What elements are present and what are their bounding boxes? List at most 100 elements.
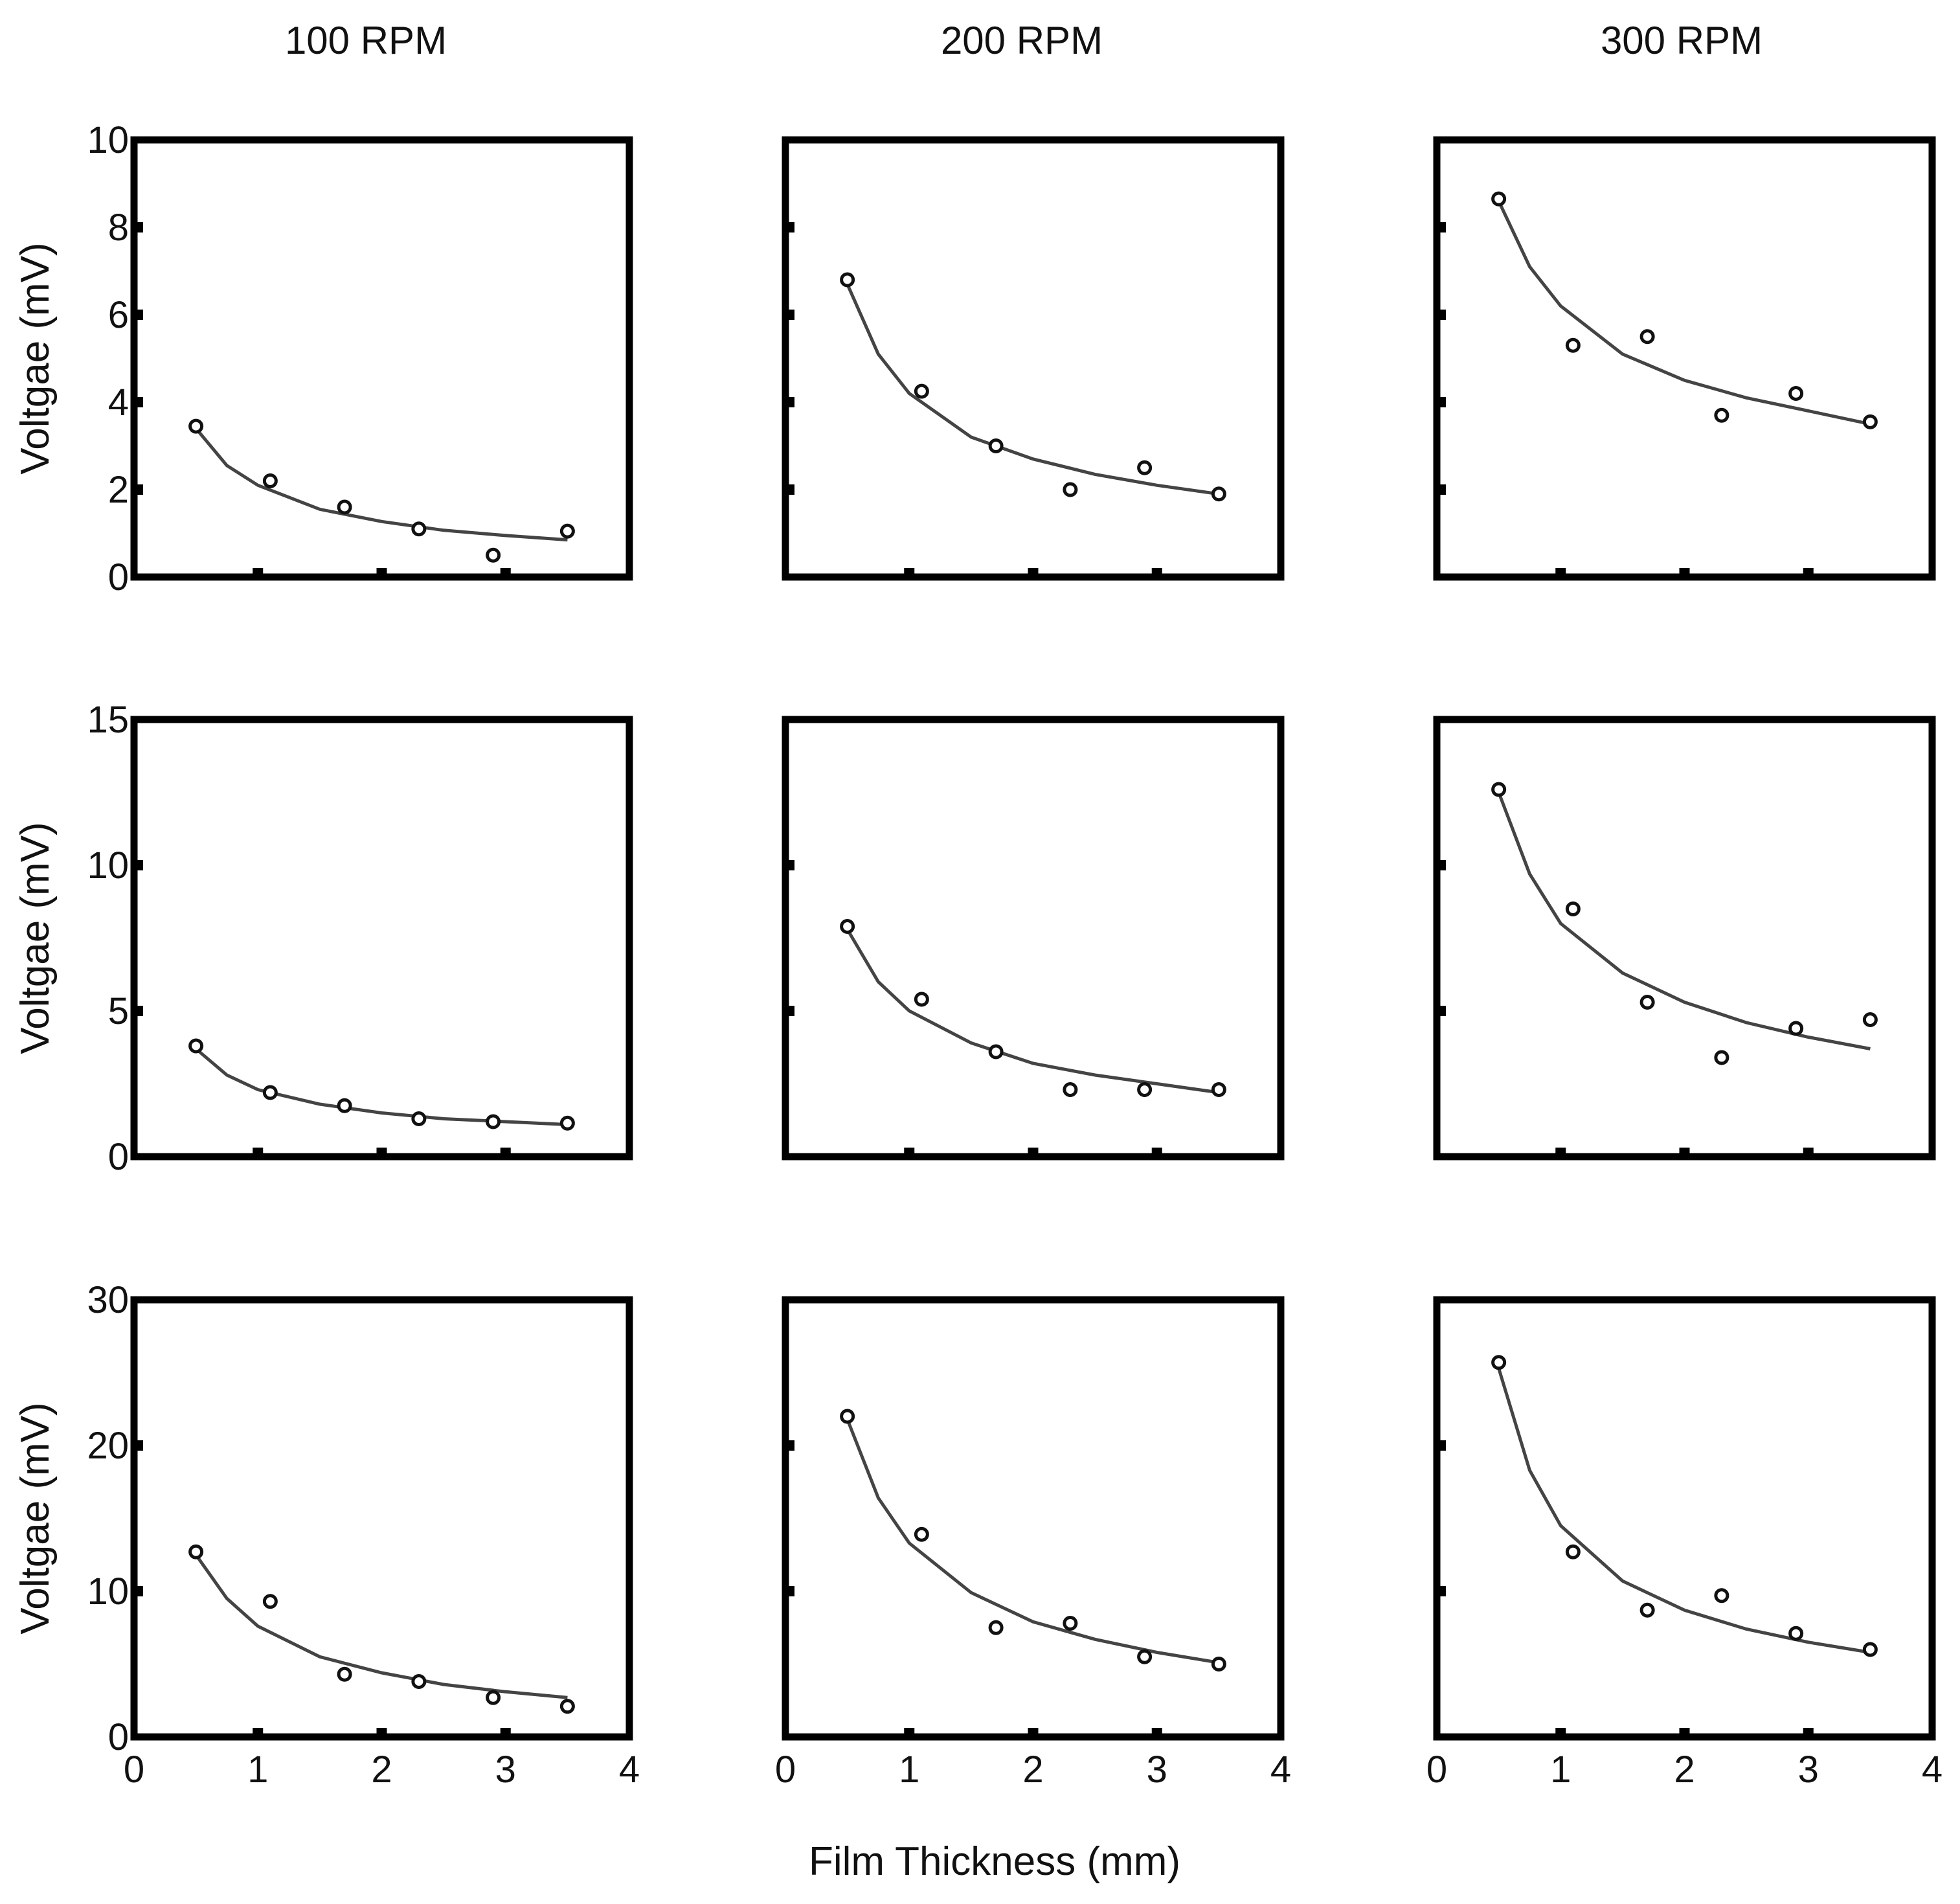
data-point: [337, 1666, 352, 1682]
y-tick-label: 10: [87, 119, 129, 161]
y-tick: [1437, 1440, 1446, 1451]
data-point: [559, 1699, 575, 1714]
y-tick: [785, 484, 794, 495]
fit-curve: [194, 1554, 568, 1699]
x-tick-label: 2: [1022, 1749, 1043, 1791]
y-tick: [134, 484, 143, 495]
x-tick: [500, 568, 511, 577]
data-point: [1565, 337, 1581, 353]
data-point: [988, 1044, 1004, 1060]
y-tick: [134, 860, 143, 870]
data-point: [840, 919, 855, 934]
data-point: [486, 547, 501, 563]
data-point: [559, 523, 575, 539]
fit-curve: [1497, 1368, 1871, 1654]
y-tick-label: 10: [87, 1570, 129, 1613]
x-tick-label: 0: [1426, 1749, 1447, 1791]
data-point: [1714, 407, 1729, 423]
fit-curve: [1497, 791, 1871, 1050]
data-point: [914, 992, 929, 1007]
x-axis-title: Film Thickness (mm): [809, 1839, 1180, 1884]
data-point: [1491, 782, 1507, 797]
x-tick: [376, 1148, 387, 1157]
fit-curve: [846, 1418, 1219, 1664]
data-point: [188, 1038, 204, 1054]
data-point: [337, 1098, 352, 1113]
fit-curve: [194, 427, 568, 542]
data-point: [1211, 1082, 1226, 1097]
panel-frame: [1433, 716, 1936, 1161]
y-tick: [134, 397, 143, 407]
data-point: [411, 1674, 427, 1689]
fit-curve: [846, 283, 1219, 496]
y-tick-label: 30: [87, 1279, 129, 1321]
x-tick: [1679, 568, 1690, 577]
data-point: [1788, 1021, 1804, 1036]
x-tick-label: 3: [1147, 1749, 1167, 1791]
x-tick: [1679, 1148, 1690, 1157]
data-point: [1063, 482, 1078, 497]
data-point: [914, 383, 929, 399]
y-tick: [1437, 860, 1446, 870]
y-tick: [785, 310, 794, 320]
column-title-200-rpm: 200 RPM: [941, 19, 1103, 62]
y-tick-label: 0: [108, 556, 129, 598]
y-axis-title: Voltgae (mV): [13, 242, 58, 474]
x-tick-label: 3: [495, 1749, 516, 1791]
y-tick: [785, 1440, 794, 1451]
data-point: [486, 1114, 501, 1129]
data-point: [1714, 1050, 1729, 1065]
data-point: [1714, 1588, 1729, 1604]
x-tick-label: 2: [371, 1749, 392, 1791]
y-tick: [785, 1586, 794, 1596]
data-point: [1063, 1616, 1078, 1631]
data-point: [840, 272, 855, 288]
column-title-100-rpm: 100 RPM: [285, 19, 447, 62]
x-tick: [1028, 1148, 1039, 1157]
x-tick: [376, 568, 387, 577]
x-tick: [904, 1728, 915, 1737]
panel-r1-c2: [782, 136, 1285, 581]
panel-frame: [782, 136, 1285, 581]
y-tick: [785, 860, 794, 870]
x-tick: [253, 1148, 264, 1157]
x-tick-label: 4: [1922, 1749, 1943, 1791]
x-tick: [1151, 1148, 1162, 1157]
x-tick: [1151, 1728, 1162, 1737]
x-tick: [253, 1728, 264, 1737]
y-tick: [1437, 397, 1446, 407]
x-tick-label: 1: [899, 1749, 919, 1791]
y-tick: [1437, 310, 1446, 320]
y-tick: [134, 310, 143, 320]
y-tick-label: 20: [87, 1425, 129, 1467]
panel-frame: [1433, 136, 1936, 581]
panel-frame: [782, 1296, 1285, 1741]
y-tick-label: 6: [108, 294, 129, 336]
x-tick: [1151, 568, 1162, 577]
y-tick-label: 15: [87, 699, 129, 741]
data-point: [1137, 460, 1153, 475]
x-tick: [1803, 1728, 1814, 1737]
y-tick-label: 0: [108, 1716, 129, 1758]
x-tick: [1555, 568, 1566, 577]
data-point: [1565, 901, 1581, 916]
x-tick: [1028, 1728, 1039, 1737]
data-point: [1788, 1626, 1804, 1641]
panel-r3-c3: 0 1 2 3 4: [1426, 1296, 1943, 1791]
panel-r3-c1: 0 1 2 3 4 0 10 20 30 Voltgae (mV): [13, 1279, 640, 1791]
data-point: [1491, 1355, 1507, 1370]
y-tick: [134, 1440, 143, 1451]
y-tick: [785, 397, 794, 407]
data-point: [1862, 1642, 1878, 1657]
y-tick-label: 0: [108, 1136, 129, 1178]
data-point: [486, 1690, 501, 1705]
x-tick: [1555, 1148, 1566, 1157]
x-tick: [1028, 568, 1039, 577]
x-tick: [253, 568, 264, 577]
data-point: [1491, 191, 1507, 207]
panel-r2-c3: [1433, 716, 1936, 1161]
x-tick: [1803, 1148, 1814, 1157]
y-tick: [785, 1006, 794, 1016]
data-point: [1639, 1602, 1655, 1618]
